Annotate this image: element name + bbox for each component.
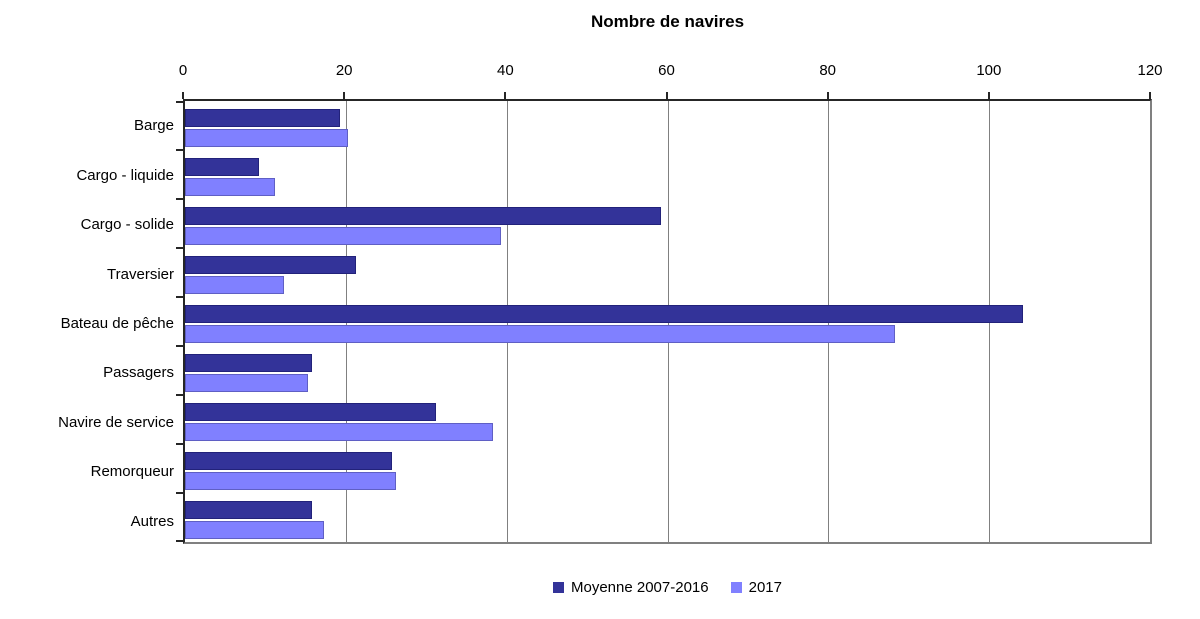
legend-item-moyenne: Moyenne 2007-2016 [553, 579, 709, 596]
x-tick-label: 60 [658, 62, 675, 79]
y-tick-mark [176, 197, 183, 200]
bar-row [185, 444, 1150, 493]
bar-2017 [185, 325, 895, 343]
x-tick-label: 0 [178, 62, 188, 79]
category-label: Bateau de pêche [60, 314, 174, 332]
category-label: Passagers [103, 364, 174, 382]
bar-row [185, 493, 1150, 542]
category-label: Barge [133, 117, 174, 135]
y-tick-mark [176, 295, 183, 298]
bar-2017 [185, 178, 276, 196]
category-label: Cargo - solide [80, 216, 174, 234]
x-tick-label: 100 [976, 62, 1002, 79]
x-tick-label: 40 [496, 62, 514, 79]
bar-2017 [185, 275, 284, 294]
y-tick-mark [176, 443, 183, 445]
bar-moyenne [185, 452, 393, 470]
category-labels: Barge Cargo - liquide Cargo - solide Traver… [0, 99, 174, 544]
bar-moyenne [185, 354, 312, 372]
bar-moyenne [185, 305, 1024, 323]
legend-swatch-2017 [730, 582, 742, 593]
bar-row [185, 297, 1150, 346]
bar-2017 [185, 227, 501, 245]
x-tick-label: 20 [335, 62, 353, 79]
legend-label-moyenne: Moyenne 2007-2016 [571, 579, 709, 596]
category-label: Autres [130, 512, 174, 530]
y-tick-mark [176, 345, 183, 347]
chart-title: Nombre de navires [590, 12, 745, 31]
legend: Moyenne 2007-2016 2017 [183, 579, 1152, 596]
legend-swatch-moyenne [553, 582, 564, 593]
y-tick-mark [176, 148, 183, 151]
bar-row [185, 346, 1150, 395]
y-tick-mark [176, 101, 183, 103]
bar-moyenne [185, 255, 356, 274]
plot-area [176, 99, 1152, 544]
bar-moyenne [185, 109, 340, 127]
x-tick-mark [343, 92, 346, 99]
bar-row [185, 199, 1150, 248]
bar-row [185, 101, 1150, 150]
x-tick-mark [987, 92, 990, 99]
category-label: Traversier [107, 265, 174, 283]
x-tick-mark [1149, 92, 1151, 99]
bar-2017 [185, 521, 324, 539]
y-tick-mark [176, 540, 183, 542]
x-tick-mark [665, 92, 668, 99]
bar-moyenne [185, 501, 312, 519]
x-tick-label: 80 [819, 62, 836, 79]
x-tick-label: 120 [1137, 62, 1163, 79]
x-tick-mark [826, 92, 829, 99]
bar-2017 [185, 129, 348, 147]
bar-moyenne [185, 158, 260, 176]
x-axis-tick-marks [182, 92, 1151, 99]
bar-2017 [185, 472, 397, 490]
category-label: Cargo - liquide [76, 166, 174, 184]
bar-row [185, 248, 1150, 297]
bar-moyenne [185, 402, 437, 421]
bar-moyenne [185, 207, 662, 225]
legend-label-2017: 2017 [748, 579, 782, 596]
y-tick-mark [176, 246, 183, 249]
x-tick-mark [182, 92, 184, 99]
bar-row [185, 150, 1150, 199]
y-tick-mark [176, 491, 183, 494]
bar-2017 [185, 422, 493, 441]
y-tick-mark [176, 393, 183, 396]
category-label: Remorqueur [90, 463, 174, 481]
bar-row [185, 395, 1150, 444]
bar-2017 [185, 374, 308, 392]
category-label: Navire de service [58, 413, 174, 431]
x-axis-tick-labels: 0 20 40 60 80 100 120 [179, 61, 1163, 81]
legend-item-2017: 2017 [730, 579, 782, 596]
x-tick-mark [504, 92, 507, 99]
